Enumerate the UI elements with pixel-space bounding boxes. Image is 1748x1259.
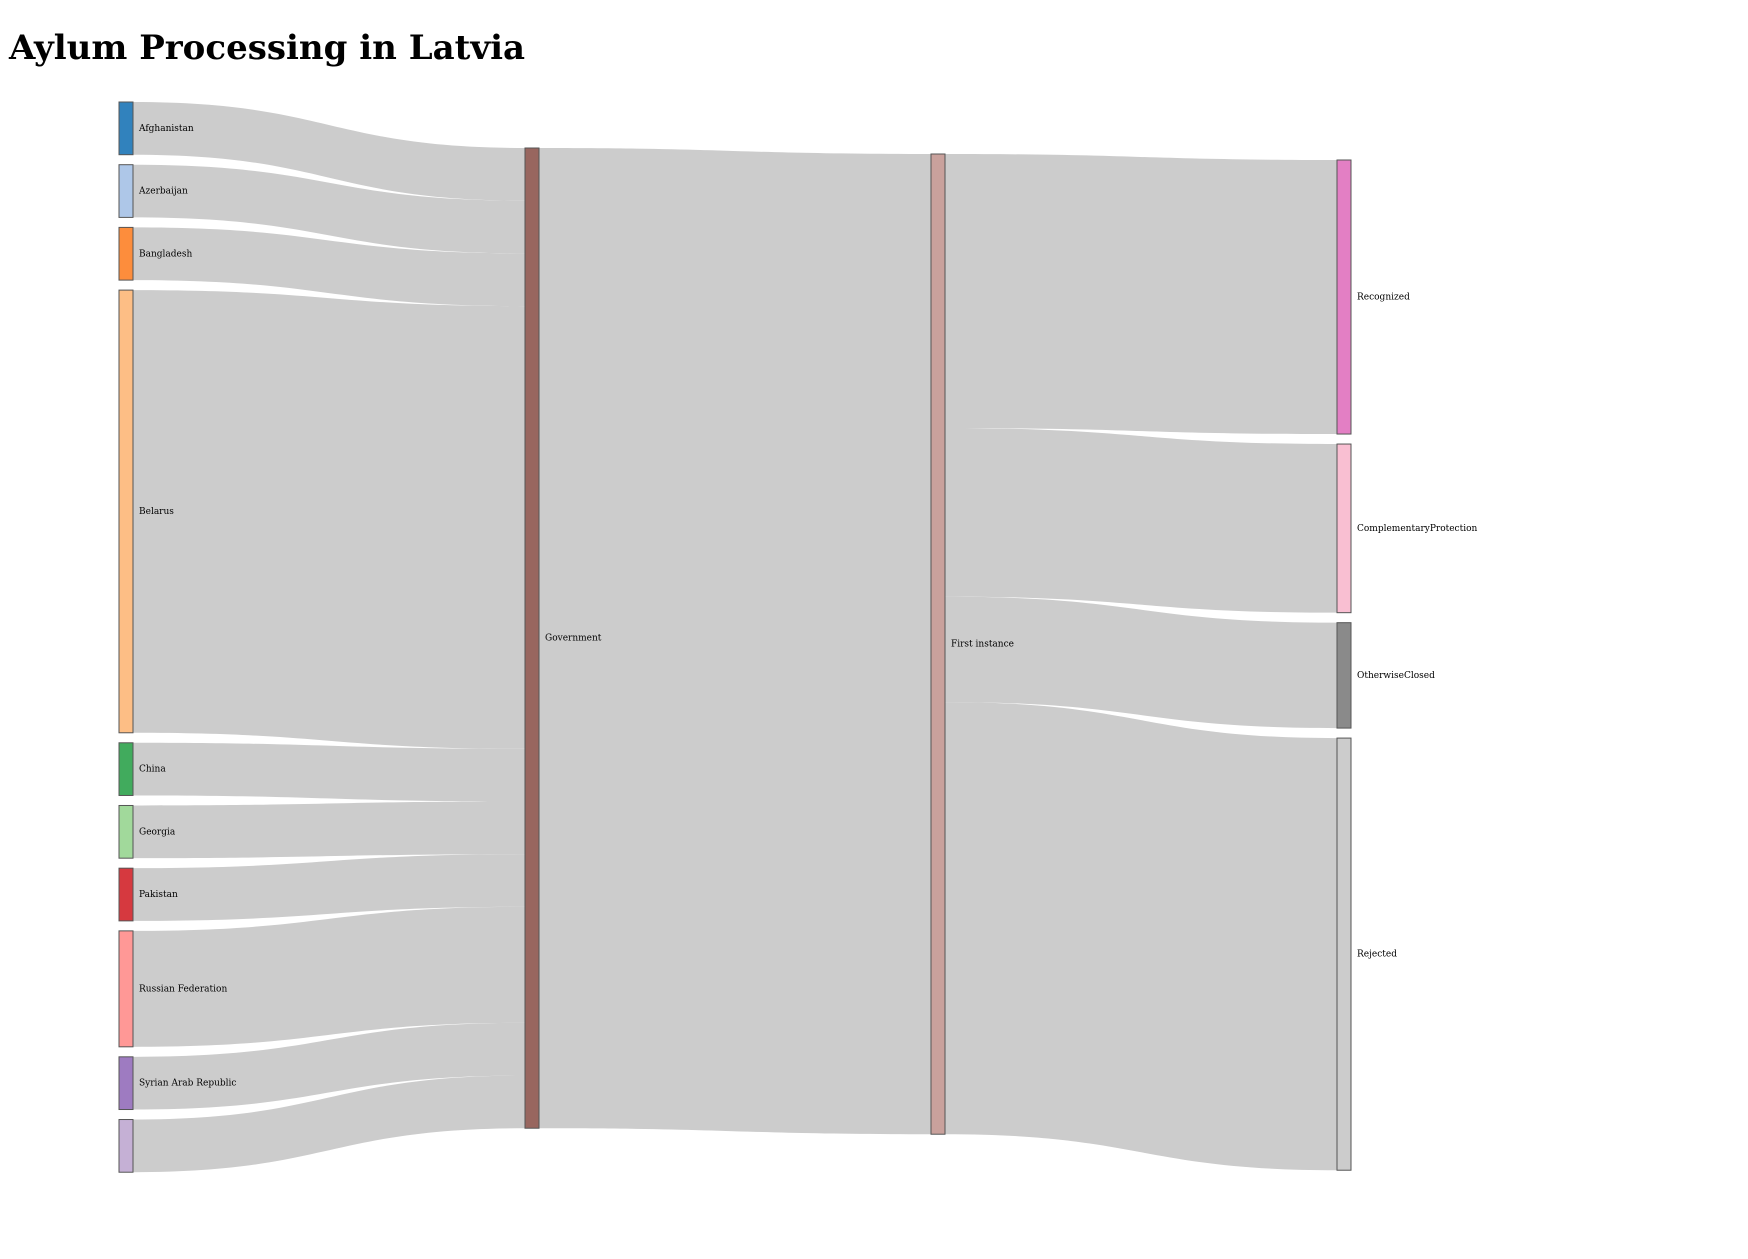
node-label-first-instance: First instance — [951, 640, 1014, 650]
node-label-bangladesh: Bangladesh — [139, 249, 192, 259]
flow-russian-federation-to-government — [133, 906, 525, 1047]
node-azerbaijan — [118, 164, 134, 218]
node-recognized — [1336, 159, 1352, 435]
node-syrian-arab-republic — [118, 1056, 134, 1111]
links-layer — [133, 102, 1337, 1173]
node-label-rejected: Rejected — [1357, 950, 1397, 960]
flow-first-instance-to-complementary-protection — [945, 428, 1337, 613]
node-label-afghanistan: Afghanistan — [138, 124, 194, 134]
node-label-china: China — [139, 765, 166, 775]
node-china — [118, 742, 134, 796]
node-label-otherwise-closed: OtherwiseClosed — [1357, 671, 1435, 681]
flow-belarus-to-government — [133, 290, 525, 749]
flow-china-to-government — [133, 742, 525, 802]
node-label-government: Government — [545, 634, 602, 644]
labels-layer: Afghanistan Azerbaijan Bangladesh Belarus Ch… — [138, 124, 1478, 1089]
node-label-pakistan: Pakistan — [139, 890, 178, 900]
node-label-georgia: Georgia — [139, 827, 176, 837]
node-label-complementary-protection: ComplementaryProtection — [1357, 524, 1478, 534]
flow-afghanistan-to-government — [133, 102, 525, 201]
node-belarus — [118, 289, 134, 734]
node-complementary-protection — [1336, 443, 1352, 614]
node-government — [524, 147, 540, 1129]
flow-georgia-to-government — [133, 801, 525, 859]
node-afghanistan — [118, 101, 134, 156]
flow-first-instance-to-recognized — [945, 154, 1337, 435]
node-label-azerbaijan: Azerbaijan — [138, 187, 188, 197]
node-label-belarus: Belarus — [139, 507, 174, 517]
node-bangladesh — [118, 226, 134, 281]
node-rejected — [1336, 737, 1352, 1171]
node-first-instance — [930, 153, 946, 1135]
chart-title: Aylum Processing in Latvia — [9, 28, 526, 68]
flow-first-instance-to-rejected — [945, 702, 1337, 1171]
node-other-origin — [118, 1119, 134, 1173]
flow-azerbaijan-to-government — [133, 164, 525, 254]
node-label-recognized: Recognized — [1357, 293, 1410, 303]
node-pakistan — [118, 867, 134, 922]
flow-government-to-first-instance — [539, 148, 931, 1135]
node-russian-federation — [118, 930, 134, 1048]
node-georgia — [118, 804, 134, 859]
flow-pakistan-to-government — [133, 854, 525, 921]
flow-other-origin-to-government — [133, 1075, 525, 1173]
flow-bangladesh-to-government — [133, 227, 525, 307]
node-label-russian-federation: Russian Federation — [139, 984, 227, 994]
node-otherwise-closed — [1336, 622, 1352, 729]
nodes-layer — [118, 101, 1352, 1173]
flow-first-instance-to-otherwise-closed — [945, 596, 1337, 729]
node-label-syrian-arab-republic: Syrian Arab Republic — [139, 1079, 236, 1089]
flow-syrian-arab-republic-to-government — [133, 1022, 525, 1110]
